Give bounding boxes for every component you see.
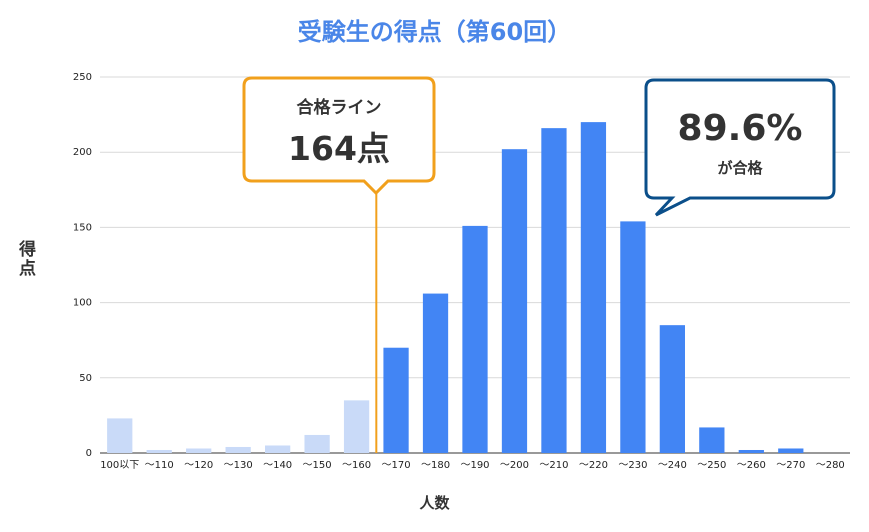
pass-line-callout: 合格ライン 164点 — [242, 76, 436, 196]
x-tick-label: 〜170 — [382, 460, 411, 471]
bar — [778, 448, 804, 453]
y-tick-label: 250 — [73, 72, 92, 83]
x-tick-label: 〜220 — [579, 460, 608, 471]
bars — [107, 122, 804, 454]
x-tick-label: 〜110 — [145, 460, 174, 471]
bar — [462, 225, 488, 453]
bar — [501, 149, 528, 453]
x-tick-label: 〜150 — [303, 460, 332, 471]
bar — [107, 418, 133, 453]
bar — [304, 434, 330, 453]
x-axis-label: 人数 — [419, 494, 450, 512]
bar — [541, 128, 567, 454]
x-tick-label: 〜140 — [263, 460, 292, 471]
x-tick-label: 〜250 — [697, 460, 726, 471]
bar — [620, 221, 646, 453]
chart-title: 受験生の得点（第60回） — [297, 18, 572, 46]
y-tick-label: 0 — [86, 448, 92, 459]
bar — [225, 446, 251, 453]
x-tick-label: 100以下 — [100, 460, 139, 471]
x-tick-label: 〜190 — [460, 460, 489, 471]
pass-rate-callout: 89.6% が合格 — [644, 78, 836, 217]
y-tick-label: 100 — [73, 298, 92, 309]
x-tick-label: 〜120 — [184, 460, 213, 471]
pass-rate-value: 89.6% — [678, 108, 803, 149]
x-tick-label: 〜210 — [539, 460, 568, 471]
x-tick-labels: 100以下 〜110 〜120 〜130 〜140 〜150 〜160 〜170 〜180 〜19… — [100, 460, 845, 471]
bar — [738, 449, 764, 453]
x-tick-label: 〜160 — [342, 460, 371, 471]
y-tick-labels: 0 50 100 150 200 250 — [73, 72, 92, 459]
y-tick-label: 50 — [79, 373, 92, 384]
x-tick-label: 〜200 — [500, 460, 529, 471]
bar — [699, 427, 725, 453]
bar — [659, 325, 685, 453]
x-tick-label: 〜280 — [816, 460, 845, 471]
y-axis-label: 得点 — [15, 240, 35, 278]
pass-line-value: 164点 — [288, 129, 390, 168]
bar — [383, 347, 409, 453]
pass-rate-label: が合格 — [717, 159, 763, 177]
x-tick-label: 〜130 — [224, 460, 253, 471]
x-tick-label: 〜260 — [737, 460, 766, 471]
y-tick-label: 200 — [73, 147, 92, 158]
bar — [343, 400, 370, 453]
x-tick-label: 〜180 — [421, 460, 450, 471]
pass-line-label: 合格ライン — [297, 97, 382, 118]
bar — [422, 293, 449, 453]
x-tick-label: 〜270 — [776, 460, 805, 471]
bar — [186, 448, 212, 453]
y-tick-label: 150 — [73, 222, 92, 233]
bar — [580, 122, 607, 454]
bar — [265, 445, 291, 453]
bar — [146, 449, 172, 453]
x-tick-label: 〜240 — [658, 460, 687, 471]
x-tick-label: 〜230 — [618, 460, 647, 471]
